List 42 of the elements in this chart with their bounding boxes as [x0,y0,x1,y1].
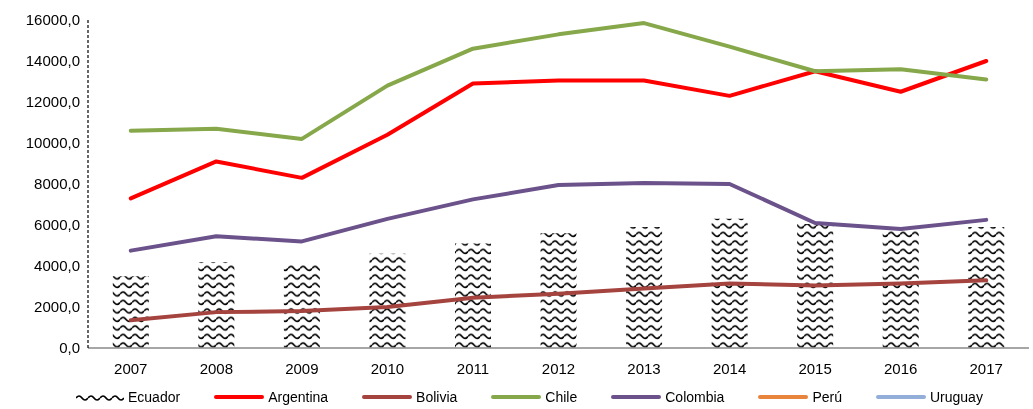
x-tick-label: 2007 [114,359,148,377]
line-series [128,180,989,253]
legend-label: Colombia [665,389,725,405]
x-tick-label: 2010 [370,359,405,377]
y-tick-label: 6000,0 [34,216,80,234]
x-tick-label: 2014 [712,359,747,377]
y-tick-label: 12000,0 [25,93,80,111]
bar [369,253,406,348]
y-tick-label: 16000,0 [25,11,80,29]
bar [283,263,320,348]
text: Ecuador [128,389,181,405]
bar [454,243,491,348]
y-tick-label: 10000,0 [25,134,80,152]
bar [198,261,235,348]
y-tick-label: 4000,0 [34,257,80,275]
x-tick-label: 2011 [456,359,490,377]
y-tick-label: 2000,0 [34,298,80,316]
x-tick-label: 2013 [627,359,661,377]
bar [711,218,748,348]
x-tick-label: 2012 [541,359,576,377]
x-tick-label: 2017 [969,359,1003,377]
legend-label: Uruguay [929,389,983,405]
y-tick-label: 14000,0 [25,52,80,70]
bar [968,227,1005,348]
bar [112,276,149,348]
legend-label: Chile [545,389,578,405]
bar [626,227,663,348]
bar [797,223,834,348]
y-tick-label: 8000,0 [34,175,80,193]
x-tick-label: 2016 [883,359,918,377]
bar [882,230,919,348]
legend-label: Bolivia [416,389,458,405]
legend-label: Argentina [268,389,329,405]
line-series [128,278,989,323]
bar [540,233,577,348]
line-series [128,59,989,201]
line-series [128,21,989,141]
legend-label: Perú [812,389,842,405]
x-tick-label: 2008 [199,359,234,377]
x-tick-label: 2009 [285,359,319,377]
y-tick-label: 0,0 [59,339,80,357]
x-tick-label: 2015 [798,359,832,377]
